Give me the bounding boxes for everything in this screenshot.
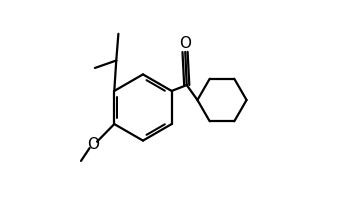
Text: O: O: [87, 137, 99, 152]
Text: O: O: [179, 36, 191, 51]
